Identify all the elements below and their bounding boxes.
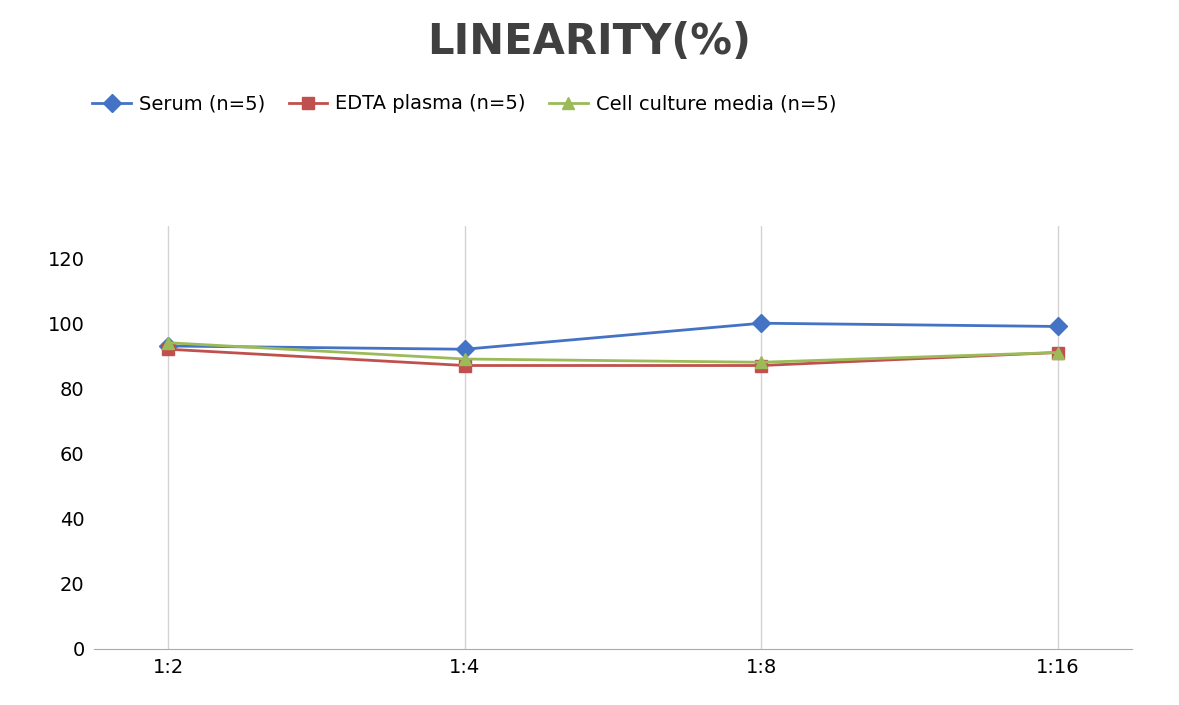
EDTA plasma (n=5) bbox=[457, 361, 472, 369]
EDTA plasma (n=5) bbox=[162, 345, 176, 353]
Line: Serum (n=5): Serum (n=5) bbox=[163, 317, 1063, 355]
Line: EDTA plasma (n=5): EDTA plasma (n=5) bbox=[163, 343, 1063, 372]
EDTA plasma (n=5) bbox=[1050, 348, 1065, 357]
Cell culture media (n=5) bbox=[162, 338, 176, 347]
Serum (n=5) bbox=[755, 319, 769, 327]
Cell culture media (n=5) bbox=[755, 358, 769, 367]
Legend: Serum (n=5), EDTA plasma (n=5), Cell culture media (n=5): Serum (n=5), EDTA plasma (n=5), Cell cul… bbox=[92, 94, 836, 114]
EDTA plasma (n=5) bbox=[755, 361, 769, 369]
Serum (n=5) bbox=[1050, 322, 1065, 331]
Serum (n=5) bbox=[457, 345, 472, 353]
Cell culture media (n=5) bbox=[1050, 348, 1065, 357]
Text: LINEARITY(%): LINEARITY(%) bbox=[428, 21, 751, 63]
Line: Cell culture media (n=5): Cell culture media (n=5) bbox=[163, 336, 1063, 369]
Serum (n=5) bbox=[162, 342, 176, 350]
Cell culture media (n=5) bbox=[457, 355, 472, 363]
